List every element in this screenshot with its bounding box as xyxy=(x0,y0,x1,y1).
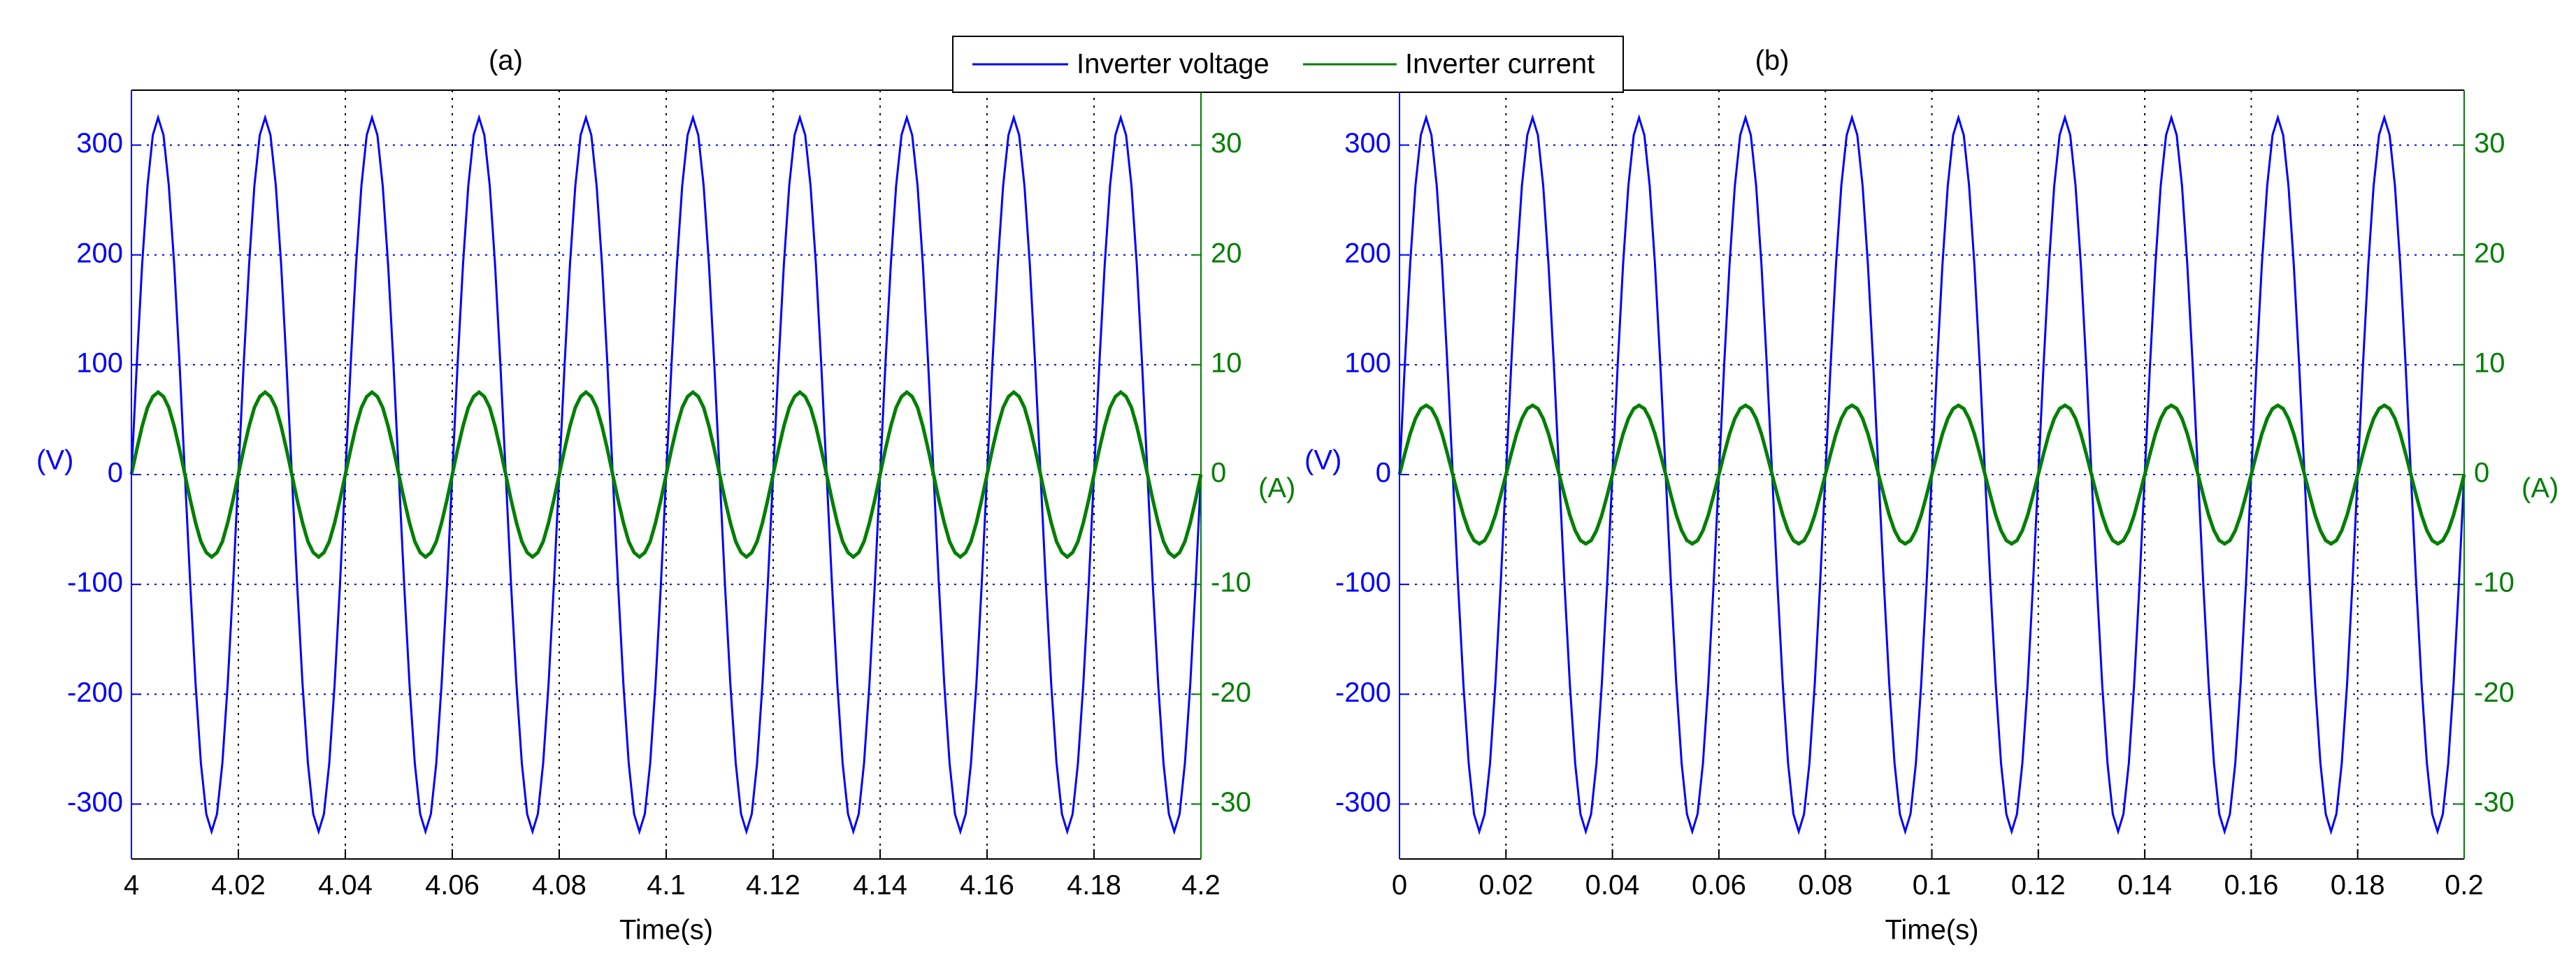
y-tick-label: 100 xyxy=(76,347,123,378)
x-tick-label: 0.2 xyxy=(2445,870,2484,901)
x-tick-label: 4 xyxy=(124,870,139,901)
y2-tick-label: 10 xyxy=(2474,347,2505,378)
y-axis-label: (V) xyxy=(36,445,73,476)
x-axis-label: Time(s) xyxy=(619,915,713,946)
legend-label: Inverter current xyxy=(1405,49,1595,80)
x-tick-label: 4.12 xyxy=(746,870,800,901)
y-tick-label: 100 xyxy=(1344,347,1391,378)
y2-tick-label: 0 xyxy=(1211,458,1226,489)
y2-tick-label: -30 xyxy=(1211,787,1251,818)
y-tick-label: -100 xyxy=(67,568,123,598)
x-tick-label: 4.2 xyxy=(1181,870,1221,901)
x-tick-label: 4.02 xyxy=(211,870,266,901)
chart-title: (b) xyxy=(1755,45,1790,76)
x-tick-label: 0.06 xyxy=(1692,870,1746,901)
y-tick-label: 200 xyxy=(1344,238,1391,268)
y-tick-label: -200 xyxy=(67,677,123,708)
y2-tick-label: 30 xyxy=(1211,128,1242,159)
x-tick-label: 4.04 xyxy=(318,870,373,901)
x-tick-label: 4.16 xyxy=(960,870,1014,901)
x-tick-label: 4.1 xyxy=(647,870,686,901)
y-tick-label: 300 xyxy=(1344,128,1391,159)
y-tick-label: -200 xyxy=(1335,677,1391,708)
y2-tick-label: -30 xyxy=(2474,787,2514,818)
y-tick-label: -300 xyxy=(67,787,123,818)
x-tick-label: 4.06 xyxy=(425,870,480,901)
y2-tick-label: -20 xyxy=(1211,677,1251,708)
x-tick-label: 4.14 xyxy=(853,870,907,901)
y-tick-label: 0 xyxy=(1376,458,1391,489)
y2-tick-label: -20 xyxy=(2474,677,2514,708)
y2-tick-label: 20 xyxy=(2474,238,2505,268)
x-axis-label: Time(s) xyxy=(1885,915,1978,946)
legend-label: Inverter voltage xyxy=(1077,49,1269,80)
x-tick-label: 0.16 xyxy=(2224,870,2278,901)
y-axis-label: (V) xyxy=(1304,445,1341,476)
x-tick-label: 0.18 xyxy=(2331,870,2385,901)
y-tick-label: -100 xyxy=(1335,568,1391,598)
x-tick-label: 0.02 xyxy=(1478,870,1533,901)
y2-tick-label: 30 xyxy=(2474,128,2505,159)
x-tick-label: 0.04 xyxy=(1585,870,1640,901)
y-tick-label: 200 xyxy=(76,238,123,268)
y-tick-label: 300 xyxy=(76,128,123,159)
y2-axis-label: (A) xyxy=(2521,473,2559,504)
chart-title: (a) xyxy=(489,45,523,76)
y2-tick-label: 20 xyxy=(1211,238,1242,268)
y2-axis-label: (A) xyxy=(1258,473,1295,504)
y2-tick-label: 0 xyxy=(2474,458,2489,489)
x-tick-label: 4.08 xyxy=(532,870,587,901)
y2-tick-label: -10 xyxy=(1211,568,1251,598)
y2-tick-label: -10 xyxy=(2474,568,2514,598)
series-line xyxy=(1397,403,2466,546)
y-tick-label: 0 xyxy=(108,458,123,489)
x-tick-label: 0.14 xyxy=(2117,870,2172,901)
x-tick-label: 0 xyxy=(1392,870,1407,901)
x-tick-label: 0.08 xyxy=(1798,870,1852,901)
y2-tick-label: 10 xyxy=(1211,347,1242,378)
x-tick-label: 0.12 xyxy=(2011,870,2066,901)
y-tick-label: -300 xyxy=(1335,787,1391,818)
series-line xyxy=(129,389,1203,560)
x-tick-label: 4.18 xyxy=(1067,870,1121,901)
x-tick-label: 0.1 xyxy=(1913,870,1952,901)
